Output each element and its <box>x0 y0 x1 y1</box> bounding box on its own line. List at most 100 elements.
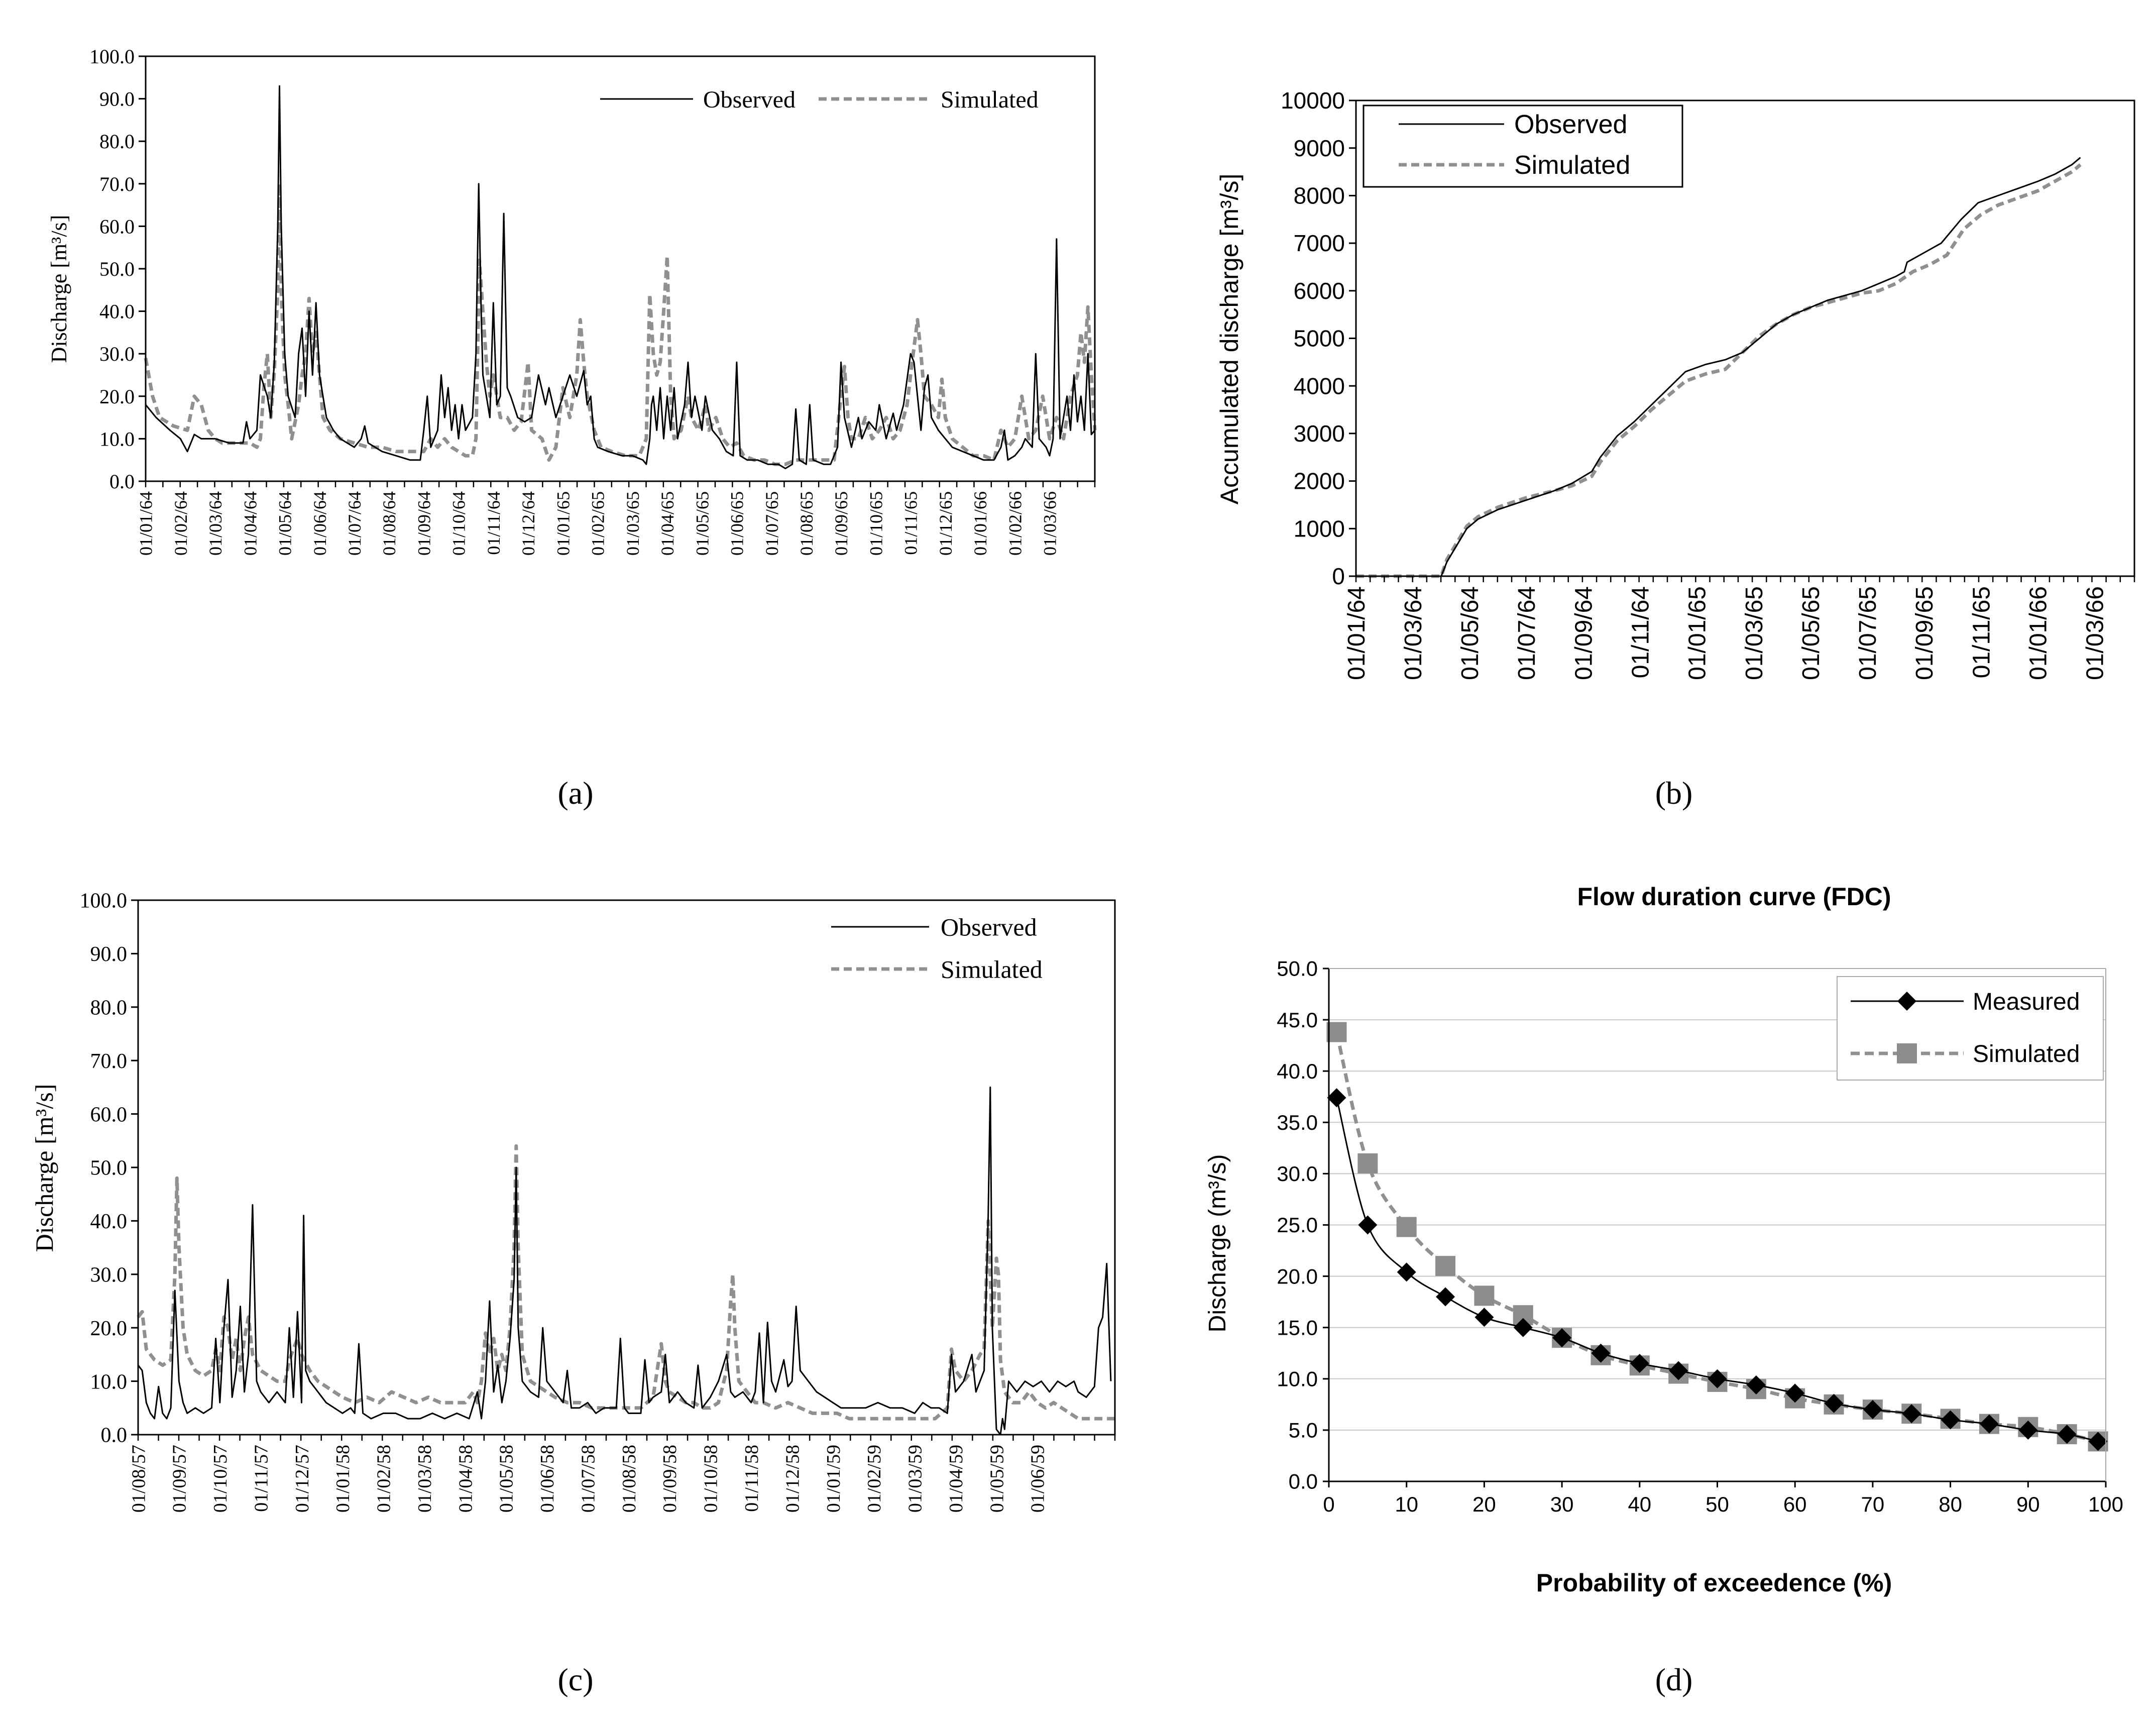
panel-c-x-tick-label: 01/05/59 <box>986 1445 1007 1513</box>
panel-d-label: (d) <box>1655 1662 1693 1697</box>
panel-d-title: Flow duration curve (FDC) <box>1577 883 1891 911</box>
panel-d-marker-measured <box>2057 1425 2077 1444</box>
panel-d-y-axis-label: Discharge (m³/s) <box>1204 1154 1231 1333</box>
panel-c-x-tick-label: 01/10/57 <box>210 1445 231 1513</box>
panel-c-y-tick-label: 70.0 <box>90 1050 128 1073</box>
panel-b-x-tick-label: 01/01/64 <box>1343 586 1370 680</box>
panel-a-y-tick-label: 50.0 <box>99 258 135 280</box>
panel-d-marker-measured <box>1708 1369 1727 1388</box>
panel-c-y-axis-label: Discharge [m³/s] <box>30 1084 58 1252</box>
panel-c-y-tick-label: 20.0 <box>90 1317 128 1340</box>
panel-d-y-tick-label: 50.0 <box>1277 957 1318 981</box>
panel-c-y-tick-label: 60.0 <box>90 1103 128 1126</box>
panel-d-marker-measured <box>1552 1328 1572 1348</box>
panel-a-x-tick-label: 01/10/65 <box>866 491 886 556</box>
panel-b-x-tick-label: 01/01/66 <box>2025 586 2052 680</box>
panel-d-legend-marker-simulated <box>1897 1043 1917 1063</box>
panel-a-x-tick-label: 01/02/65 <box>588 491 608 556</box>
panel-a-series-line-observed <box>145 85 1096 470</box>
panel-a-x-tick-label: 01/09/65 <box>831 491 851 556</box>
panel-a-y-tick-label: 40.0 <box>99 300 135 323</box>
panel-d-marker-measured <box>1941 1410 1960 1430</box>
panel-d-x-tick-label: 20 <box>1472 1492 1496 1516</box>
panel-a-x-tick-label: 01/12/65 <box>936 491 956 556</box>
panel-a-y-tick-label: 100.0 <box>89 45 135 68</box>
panel-c-x-tick-label: 01/11/57 <box>251 1445 272 1512</box>
panel-d-marker-measured <box>1358 1215 1378 1235</box>
panel-a-x-tick-label: 01/01/65 <box>553 491 573 556</box>
panel-d-y-tick-label: 25.0 <box>1277 1213 1318 1237</box>
panel-a-y-axis-label: Discharge [m³/s] <box>47 215 71 363</box>
panel-a-legend-label-simulated: Simulated <box>941 86 1039 113</box>
panel-c-x-tick-label: 01/09/58 <box>659 1445 680 1513</box>
panel-c-legend-label-simulated: Simulated <box>941 955 1043 984</box>
panel-a-x-tick-label: 01/06/65 <box>727 491 747 556</box>
panel-b-y-tick-label: 9000 <box>1294 135 1345 161</box>
panel-a-y-tick-label: 60.0 <box>99 215 135 238</box>
panel-b-x-tick-label: 01/09/64 <box>1570 586 1597 680</box>
panel-a-y-tick-label: 30.0 <box>99 343 135 365</box>
panel-b-accumulated-discharge: 0 1000 2000 3000 4000 5000 6000 7000 8000 9000 100… <box>1215 87 2135 811</box>
panel-a-x-tick-label: 01/03/65 <box>623 491 643 556</box>
panel-a-x-tick-label: 01/04/65 <box>657 491 677 556</box>
panel-d-marker-measured <box>1630 1354 1649 1373</box>
panel-c-x-tick-label: 01/08/58 <box>619 1445 640 1513</box>
panel-c-y-tick-label: 40.0 <box>90 1210 128 1233</box>
panel-a-x-tick-label: 01/01/66 <box>970 491 990 556</box>
panel-d-x-tick-label: 70 <box>1861 1492 1885 1516</box>
panel-a-series-line-simulated <box>144 182 1097 466</box>
panel-c-x-tick-label: 01/03/58 <box>414 1445 435 1513</box>
panel-a-x-tick-label: 01/08/65 <box>797 491 817 556</box>
panel-b-y-tick-label: 4000 <box>1294 373 1345 399</box>
panel-a-y-tick-label: 90.0 <box>99 88 135 111</box>
panel-a-x-tick-label: 01/03/66 <box>1040 491 1060 556</box>
panel-b-y-tick-label: 8000 <box>1294 183 1345 209</box>
panel-c-x-tick-label: 01/10/58 <box>701 1445 722 1513</box>
panel-d-x-tick-label: 40 <box>1628 1492 1651 1516</box>
panel-c-x-tick-label: 01/01/58 <box>332 1445 354 1513</box>
panel-a-x-tick-label: 01/06/64 <box>310 491 330 556</box>
panel-d-y-tick-label: 15.0 <box>1277 1316 1318 1339</box>
panel-a-x-tick-label: 01/02/64 <box>171 491 191 556</box>
panel-d-marker-measured <box>1327 1088 1346 1108</box>
panel-b-legend-label-simulated: Simulated <box>1514 151 1630 180</box>
panel-b-legend-box <box>1363 104 1683 188</box>
panel-d-legend-label-measured: Measured <box>1973 989 2080 1015</box>
panel-d-marker-measured <box>1474 1308 1494 1327</box>
panel-c-x-tick-label: 01/06/59 <box>1028 1445 1049 1513</box>
panel-d-flow-duration-curve: Flow duration curve (FDC) 0.0 5.0 10.0 15.0… <box>1204 883 2123 1697</box>
panel-b-y-tick-label: 1000 <box>1294 515 1345 542</box>
panel-c-x-tick-label: 01/08/57 <box>128 1445 149 1513</box>
panel-c-daily-discharge-1957-1959: 0.0 10.0 20.0 30.0 40.0 50.0 60.0 70.0 80.0 90.0 1… <box>30 890 1116 1697</box>
panel-d-marker-simulated <box>1474 1285 1495 1306</box>
panel-c-x-tick-label: 01/06/58 <box>537 1445 558 1513</box>
panel-a-y-tick-label: 80.0 <box>99 130 135 153</box>
panel-d-y-tick-label: 0.0 <box>1289 1470 1318 1493</box>
panel-c-y-tick-label: 80.0 <box>90 997 128 1020</box>
panel-a-x-tick-label: 01/07/65 <box>762 491 782 556</box>
panel-d-x-tick-label: 30 <box>1550 1492 1574 1516</box>
panel-d-x-tick-label: 60 <box>1783 1492 1807 1516</box>
panel-c-x-tick-label: 01/12/57 <box>292 1445 313 1513</box>
panel-b-x-tick-label: 01/05/64 <box>1457 586 1484 680</box>
panel-d-marker-measured <box>1669 1361 1688 1380</box>
panel-b-legend-label-observed: Observed <box>1514 110 1627 139</box>
panel-b-y-tick-label: 10000 <box>1281 87 1345 114</box>
panel-b-x-tick-label: 01/07/64 <box>1514 586 1540 680</box>
panel-c-series-line-observed <box>137 1086 1112 1436</box>
panel-b-x-tick-label: 01/01/65 <box>1684 586 1711 680</box>
panel-a-y-tick-label: 10.0 <box>99 427 135 450</box>
panel-a-x-tick-label: 01/10/64 <box>449 491 469 556</box>
panel-d-x-tick-label: 0 <box>1323 1492 1334 1516</box>
panel-b-y-tick-label: 3000 <box>1294 420 1345 447</box>
panel-b-x-tick-label: 01/03/65 <box>1741 586 1768 680</box>
panel-d-x-tick-label: 80 <box>1939 1492 1962 1516</box>
panel-a-x-tick-label: 01/05/64 <box>275 491 295 556</box>
panel-d-marker-measured <box>1397 1262 1416 1282</box>
panel-b-y-tick-label: 5000 <box>1294 326 1345 352</box>
panel-c-x-tick-label: 01/02/59 <box>864 1445 885 1513</box>
panel-d-y-tick-label: 20.0 <box>1277 1264 1318 1288</box>
panel-d-y-tick-label: 10.0 <box>1277 1367 1318 1391</box>
panel-c-y-tick-label: 0.0 <box>101 1424 128 1447</box>
panel-d-x-tick-label: 90 <box>2016 1492 2040 1516</box>
